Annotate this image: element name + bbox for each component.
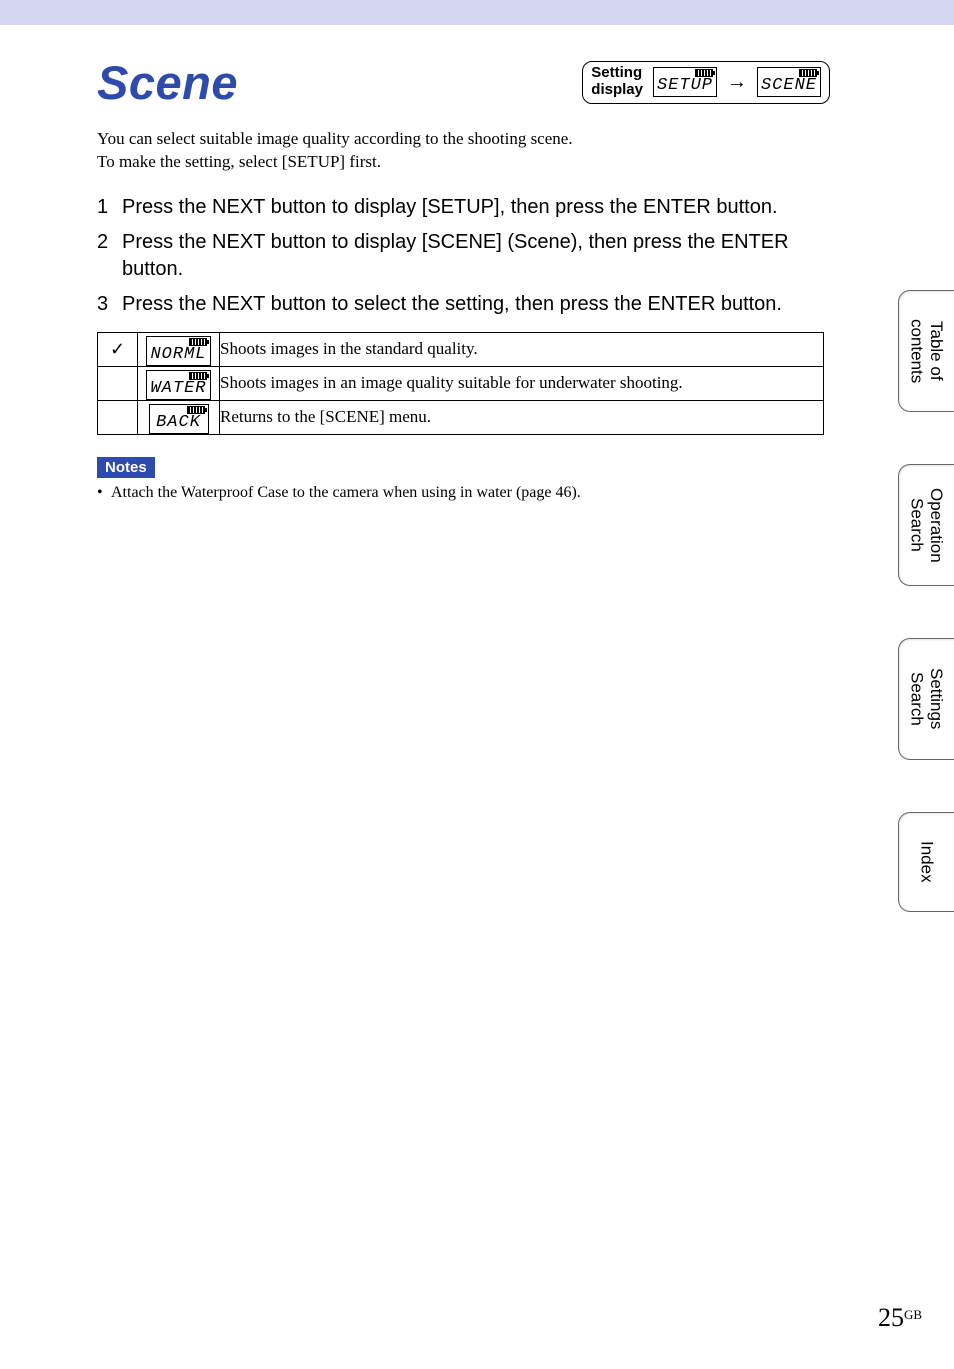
page-number: 25GB (878, 1303, 922, 1333)
intro-line1: You can select suitable image quality ac… (97, 129, 573, 148)
option-lcd-cell: WATER (138, 366, 220, 400)
bullet-icon: • (97, 484, 111, 502)
page-number-suffix: GB (904, 1307, 922, 1322)
option-check (98, 366, 138, 400)
step-1: 1 Press the NEXT button to display [SETU… (97, 194, 830, 221)
option-desc: Shoots images in an image quality suitab… (220, 366, 824, 400)
tab-label: OperationSearch (907, 488, 946, 563)
top-bar (0, 0, 954, 25)
table-row: BACK Returns to the [SCENE] menu. (98, 400, 824, 434)
step-text: Press the NEXT button to display [SETUP]… (122, 194, 778, 221)
battery-icon (187, 406, 205, 414)
battery-icon (189, 372, 207, 380)
option-desc: Shoots images in the standard quality. (220, 332, 824, 366)
lcd-text: NORML (150, 346, 206, 363)
option-check (98, 400, 138, 434)
lcd-scene-text: SCENE (761, 77, 817, 94)
page-title: Scene (97, 55, 238, 110)
options-table: ✓ NORML Shoots images in the standard qu… (97, 332, 824, 435)
notes-label: Notes (97, 457, 155, 478)
tab-toc[interactable]: Table ofcontents (898, 290, 954, 412)
steps-list: 1 Press the NEXT button to display [SETU… (97, 194, 830, 318)
option-desc: Returns to the [SCENE] menu. (220, 400, 824, 434)
step-num: 3 (97, 291, 110, 318)
step-2: 2 Press the NEXT button to display [SCEN… (97, 229, 830, 283)
lcd-water: WATER (146, 370, 210, 400)
tab-operation-search[interactable]: OperationSearch (898, 464, 954, 586)
tab-index[interactable]: Index (898, 812, 954, 912)
battery-icon (799, 69, 817, 77)
lcd-text: BACK (156, 414, 201, 431)
notes-list: •Attach the Waterproof Case to the camer… (97, 484, 830, 502)
battery-icon (189, 338, 207, 346)
tab-label: Index (917, 841, 937, 883)
page-content: Scene Setting display SETUP → SCENE You … (0, 25, 830, 502)
option-check: ✓ (98, 332, 138, 366)
setting-display-box: Setting display SETUP → SCENE (582, 61, 830, 104)
step-text: Press the NEXT button to select the sett… (122, 291, 782, 318)
option-lcd-cell: BACK (138, 400, 220, 434)
title-row: Scene Setting display SETUP → SCENE (97, 55, 830, 110)
note-item: Attach the Waterproof Case to the camera… (111, 484, 581, 501)
intro-text: You can select suitable image quality ac… (97, 128, 830, 174)
step-num: 2 (97, 229, 110, 283)
tab-label: Table ofcontents (907, 319, 946, 383)
option-lcd-cell: NORML (138, 332, 220, 366)
intro-line2: To make the setting, select [SETUP] firs… (97, 152, 381, 171)
table-row: ✓ NORML Shoots images in the standard qu… (98, 332, 824, 366)
tab-settings-search[interactable]: SettingsSearch (898, 638, 954, 760)
step-num: 1 (97, 194, 110, 221)
step-3: 3 Press the NEXT button to select the se… (97, 291, 830, 318)
step-text: Press the NEXT button to display [SCENE]… (122, 229, 830, 283)
tab-label: SettingsSearch (907, 668, 946, 729)
lcd-text: WATER (150, 380, 206, 397)
page-number-value: 25 (878, 1303, 904, 1332)
setting-label-line2: display (591, 81, 643, 98)
setting-label-line1: Setting (591, 64, 642, 81)
lcd-setup-text: SETUP (657, 77, 713, 94)
lcd-scene: SCENE (757, 67, 821, 97)
lcd-back: BACK (149, 404, 209, 434)
lcd-setup: SETUP (653, 67, 717, 97)
battery-icon (695, 69, 713, 77)
lcd-norml: NORML (146, 336, 210, 366)
arrow-icon: → (727, 72, 747, 92)
setting-display-label: Setting display (591, 65, 643, 98)
table-row: WATER Shoots images in an image quality … (98, 366, 824, 400)
side-tabs: Table ofcontents OperationSearch Setting… (898, 290, 954, 912)
